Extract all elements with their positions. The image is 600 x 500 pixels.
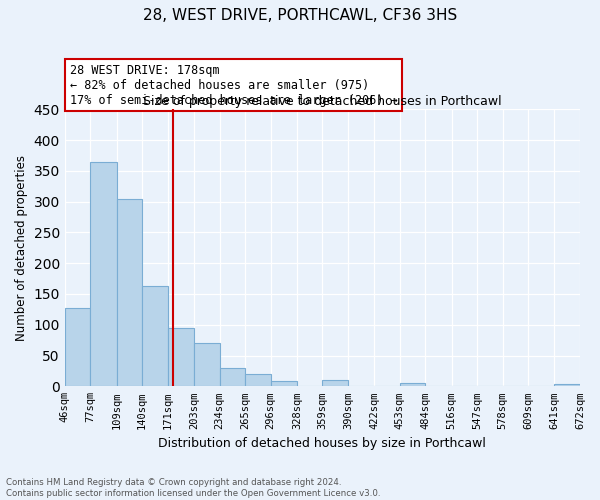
- Text: 28 WEST DRIVE: 178sqm
← 82% of detached houses are smaller (975)
17% of semi-det: 28 WEST DRIVE: 178sqm ← 82% of detached …: [70, 64, 398, 106]
- Title: Size of property relative to detached houses in Porthcawl: Size of property relative to detached ho…: [143, 95, 502, 108]
- Bar: [65, 308, 91, 386]
- Bar: [167, 328, 194, 386]
- Bar: [554, 384, 580, 386]
- X-axis label: Distribution of detached houses by size in Porthcawl: Distribution of detached houses by size …: [158, 437, 487, 450]
- Bar: [400, 383, 425, 386]
- Bar: [322, 380, 348, 386]
- Bar: [194, 343, 220, 386]
- Text: 28, WEST DRIVE, PORTHCAWL, CF36 3HS: 28, WEST DRIVE, PORTHCAWL, CF36 3HS: [143, 8, 457, 22]
- Bar: [245, 374, 271, 386]
- Y-axis label: Number of detached properties: Number of detached properties: [15, 155, 28, 341]
- Bar: [220, 368, 245, 386]
- Bar: [91, 162, 116, 386]
- Bar: [116, 198, 142, 386]
- Text: Contains HM Land Registry data © Crown copyright and database right 2024.
Contai: Contains HM Land Registry data © Crown c…: [6, 478, 380, 498]
- Bar: [271, 382, 297, 386]
- Bar: [142, 286, 167, 386]
